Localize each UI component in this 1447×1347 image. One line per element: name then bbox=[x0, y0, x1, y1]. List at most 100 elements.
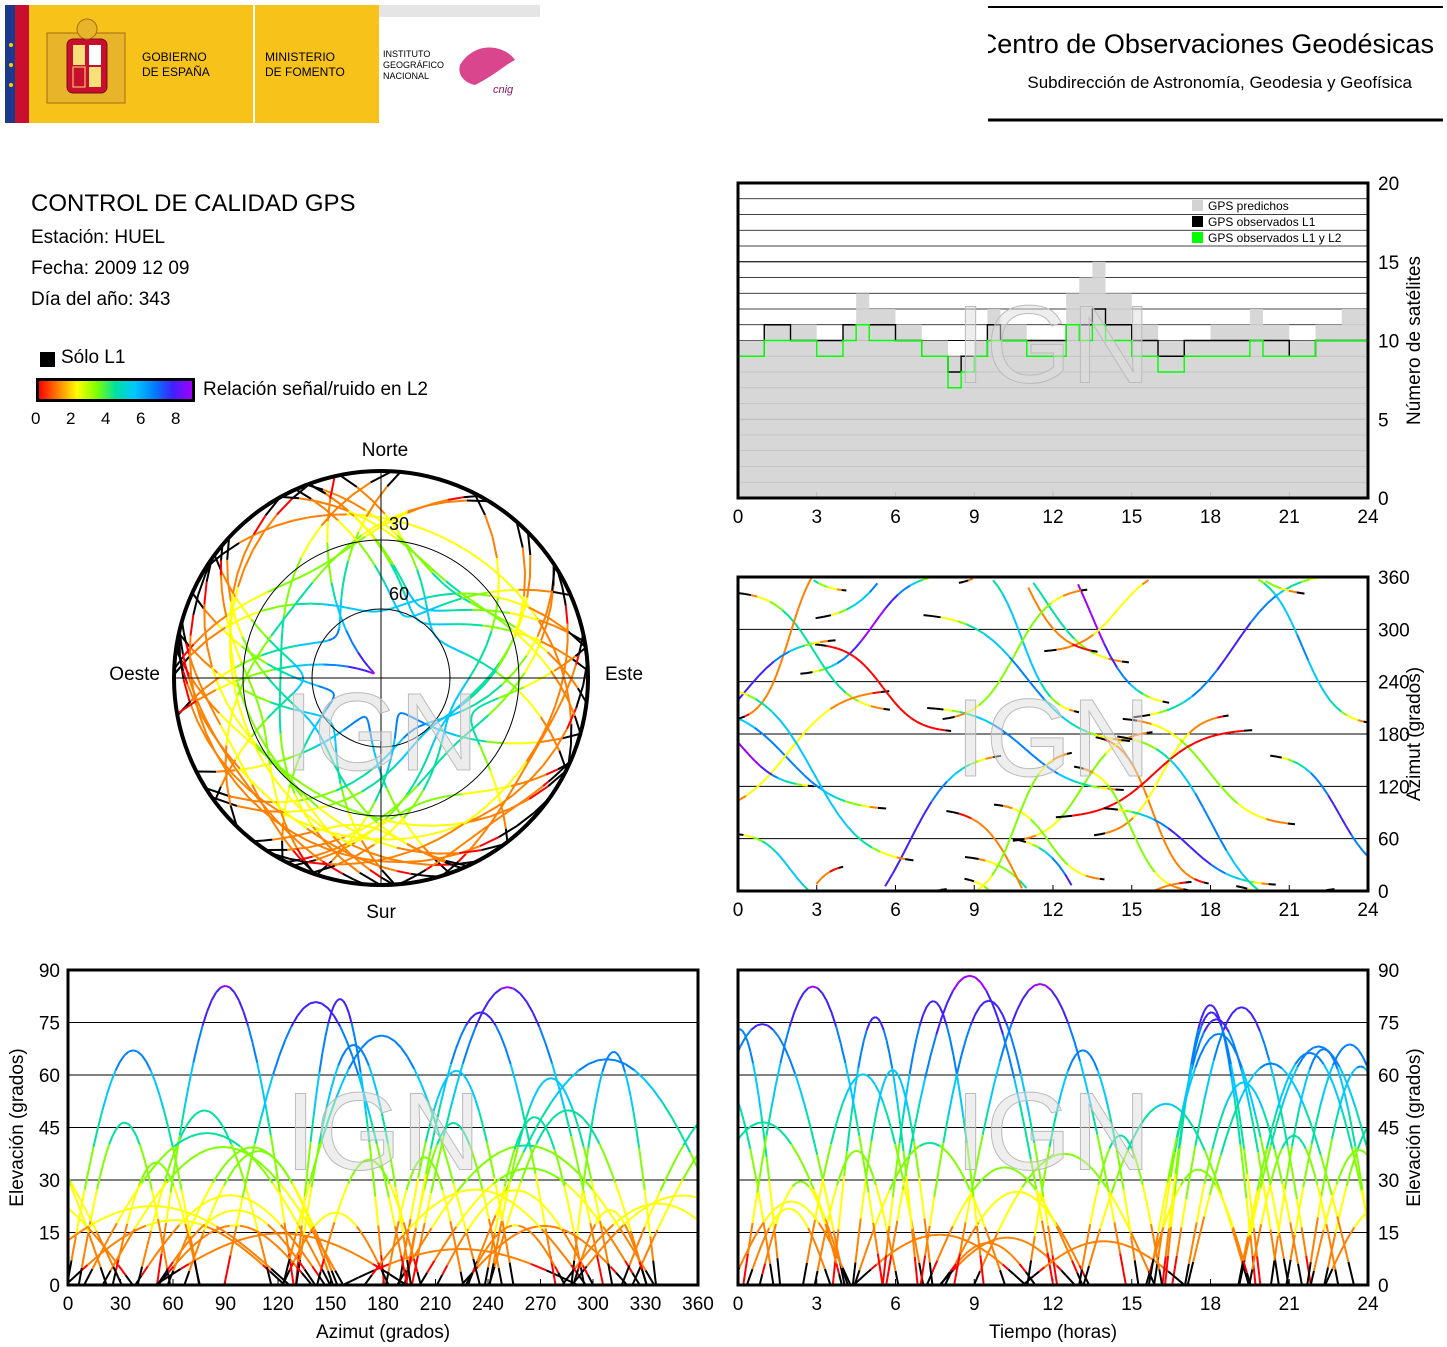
elevation-track-segment bbox=[1273, 1207, 1281, 1233]
azimuth-track-segment bbox=[854, 640, 863, 649]
azimuth-track-segment bbox=[974, 627, 985, 635]
azimuth-track-segment bbox=[728, 703, 736, 712]
xtick-label-12: 12 bbox=[1042, 1294, 1063, 1315]
azimuth-track-segment bbox=[1148, 743, 1157, 750]
elevation-track-segment bbox=[1421, 1217, 1425, 1233]
elevation-azimuth-track-segment bbox=[302, 1236, 309, 1244]
azimuth-track-segment bbox=[1194, 723, 1202, 729]
elevation-azimuth-track-segment bbox=[188, 1258, 198, 1265]
sky-track-segment bbox=[385, 764, 397, 775]
azimuth-track-segment bbox=[1044, 851, 1053, 859]
elevation-track-segment bbox=[818, 1207, 824, 1217]
elevation-azimuth-track-segment bbox=[651, 1190, 662, 1209]
elevation-track-segment bbox=[1349, 1159, 1356, 1173]
elevation-azimuth-track-segment bbox=[133, 1215, 144, 1230]
elevation-track-segment bbox=[1103, 1155, 1108, 1165]
sky-track-segment bbox=[406, 842, 415, 849]
azimuth-track-segment bbox=[905, 858, 914, 862]
azimuth-track-segment bbox=[1112, 799, 1122, 806]
elevation-track-segment bbox=[1090, 1107, 1099, 1135]
elevation-track-segment bbox=[840, 1175, 846, 1203]
xtick-label-330: 330 bbox=[630, 1294, 662, 1315]
azimuth-track-segment bbox=[1101, 778, 1109, 786]
elevation-azimuth-track-segment bbox=[188, 1234, 195, 1242]
ytick-label-360: 360 bbox=[1378, 568, 1410, 589]
sky-track-segment bbox=[291, 831, 310, 842]
sky-track-segment bbox=[400, 584, 406, 595]
elevation-track-segment bbox=[1306, 1261, 1312, 1285]
elevation-track-segment bbox=[845, 1127, 851, 1152]
elevation-azimuth-track-segment bbox=[150, 1213, 157, 1232]
azimuth-track-segment bbox=[1171, 746, 1179, 756]
elevation-azimuth-track-segment bbox=[543, 1124, 549, 1133]
azimuth-track-segment bbox=[1129, 718, 1138, 722]
elevation-azimuth-track-segment bbox=[529, 1167, 538, 1171]
elevation-track-segment bbox=[806, 1207, 812, 1214]
elevation-track-segment bbox=[1331, 1055, 1339, 1066]
elevation-azimuth-track-segment bbox=[327, 1270, 334, 1285]
elevation-azimuth-track-segment bbox=[462, 1206, 472, 1218]
elevation-track-segment bbox=[1117, 1207, 1126, 1220]
sky-track-segment bbox=[288, 814, 299, 823]
elevation-azimuth-track-segment bbox=[578, 1063, 589, 1072]
elevation-azimuth-track-segment bbox=[327, 1012, 333, 1024]
sky-track-segment bbox=[252, 531, 265, 551]
sky-track-segment bbox=[257, 696, 271, 704]
elevation-track-segment bbox=[729, 1144, 735, 1153]
elevation-azimuth-track-segment bbox=[47, 1195, 54, 1199]
sky-track-segment bbox=[405, 713, 411, 718]
elevation-azimuth-track-segment bbox=[223, 1135, 233, 1142]
elevation-track-segment bbox=[1220, 1025, 1226, 1037]
sky-track-segment bbox=[514, 654, 528, 673]
snr-tick-0: 0 bbox=[31, 409, 41, 428]
elevation-track-segment bbox=[1323, 1046, 1330, 1053]
xtick-label-6: 6 bbox=[890, 1294, 901, 1315]
elevation-track-segment bbox=[731, 1035, 734, 1042]
sky-track-segment bbox=[234, 716, 246, 732]
sky-track-segment bbox=[463, 703, 477, 712]
azimuth-track-segment bbox=[796, 644, 806, 649]
elevation-azimuth-track-segment bbox=[525, 1001, 534, 1014]
azimuth-track-segment bbox=[1254, 881, 1262, 885]
elevation-azimuth-track-segment bbox=[380, 1269, 386, 1278]
elevation-azimuth-track-segment bbox=[158, 1162, 163, 1166]
azimuth-track-segment bbox=[1145, 772, 1155, 782]
azimuth-track-segment bbox=[1035, 673, 1042, 684]
elevation-azimuth-track-segment bbox=[455, 1122, 461, 1128]
elevation-track-segment bbox=[877, 1194, 883, 1207]
elevation-track-segment bbox=[960, 1038, 968, 1056]
sky-track-segment bbox=[253, 793, 262, 803]
azimuth-track-segment bbox=[1233, 862, 1243, 875]
elevation-track-segment bbox=[805, 1110, 813, 1132]
elevation-azimuth-track-segment bbox=[283, 1222, 291, 1254]
azimuth-track-segment bbox=[798, 880, 805, 887]
sky-track-segment bbox=[438, 741, 443, 753]
elevation-track-segment bbox=[1150, 1223, 1155, 1239]
sky-track-segment bbox=[475, 602, 485, 610]
sky-track-segment bbox=[253, 724, 262, 739]
azimuth-track-segment bbox=[977, 821, 985, 829]
elevation-azimuth-track-segment bbox=[430, 1214, 441, 1229]
elevation-track-segment bbox=[963, 1237, 970, 1248]
elevation-azimuth-track-segment bbox=[158, 1094, 165, 1111]
ytick-label-0: 0 bbox=[1378, 882, 1389, 903]
elevation-track-segment bbox=[1217, 1030, 1224, 1045]
sky-track-segment bbox=[564, 683, 571, 694]
elevation-azimuth-track-segment bbox=[108, 1136, 114, 1145]
sky-track-segment bbox=[303, 713, 311, 722]
azimuth-track-segment bbox=[1182, 732, 1191, 740]
sky-track-segment bbox=[257, 591, 269, 598]
elevation-azimuth-track-segment bbox=[639, 1247, 651, 1267]
sky-track-segment bbox=[432, 734, 438, 744]
elevation-track-segment bbox=[1254, 1091, 1260, 1101]
sky-track-segment bbox=[542, 780, 550, 787]
elevation-track-segment bbox=[1002, 1192, 1008, 1198]
azimuth-track-segment bbox=[1142, 693, 1151, 699]
sky-track-segment bbox=[325, 840, 338, 849]
elevation-track-segment bbox=[1100, 1081, 1107, 1096]
elevation-track-segment bbox=[976, 1134, 984, 1163]
sky-track-segment bbox=[401, 860, 422, 864]
azimuth-track-segment bbox=[1179, 738, 1189, 748]
elevation-track-segment bbox=[742, 1250, 749, 1260]
sky-track-segment bbox=[238, 706, 246, 722]
